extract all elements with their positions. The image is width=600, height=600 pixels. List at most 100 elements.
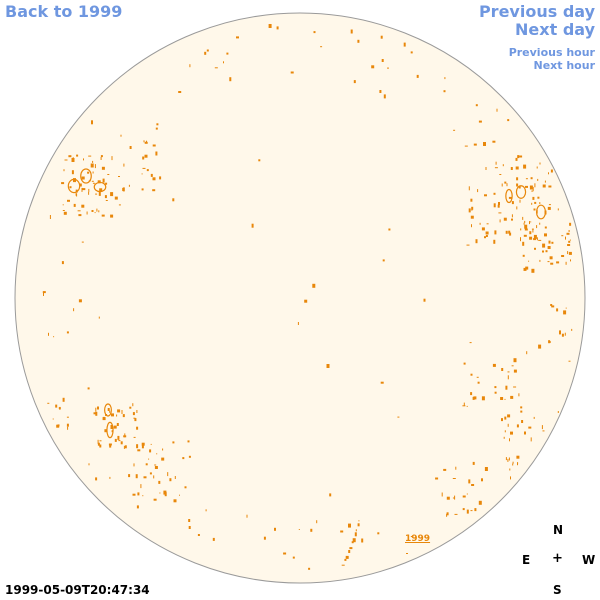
contour-mark bbox=[466, 509, 469, 514]
contour-mark bbox=[134, 418, 137, 422]
contour-mark bbox=[149, 472, 152, 475]
contour-mark bbox=[548, 185, 552, 188]
contour-mark bbox=[167, 472, 169, 477]
contour-mark bbox=[109, 410, 111, 413]
contour-mark bbox=[423, 298, 426, 302]
contour-mark bbox=[99, 440, 102, 442]
previous-day-link[interactable]: Previous day bbox=[478, 2, 595, 21]
contour-mark bbox=[388, 228, 391, 231]
contour-mark bbox=[569, 239, 571, 241]
contour-mark bbox=[212, 537, 215, 541]
contour-mark bbox=[470, 373, 473, 376]
contour-mark bbox=[510, 476, 511, 480]
contour-mark bbox=[523, 164, 527, 169]
contour-mark bbox=[550, 169, 553, 173]
contour-mark bbox=[568, 230, 570, 232]
contour-mark bbox=[539, 259, 541, 262]
contour-mark bbox=[316, 520, 318, 524]
contour-mark bbox=[536, 225, 538, 229]
contour-mark bbox=[511, 201, 514, 205]
contour-mark bbox=[172, 441, 175, 444]
contour-mark bbox=[547, 206, 551, 210]
contour-mark bbox=[481, 396, 485, 401]
contour-mark bbox=[559, 330, 561, 335]
contour-mark bbox=[150, 443, 152, 445]
contour-mark bbox=[509, 232, 512, 236]
contour-mark bbox=[516, 177, 519, 181]
contour-mark bbox=[503, 436, 505, 439]
contour-mark bbox=[522, 216, 524, 220]
contour-mark bbox=[508, 457, 510, 461]
contour-mark bbox=[537, 178, 539, 181]
contour-mark bbox=[182, 457, 185, 460]
contour-mark bbox=[501, 418, 503, 422]
contour-loop bbox=[93, 181, 107, 193]
contour-mark bbox=[116, 423, 119, 426]
contour-mark bbox=[528, 426, 532, 429]
contour-mark bbox=[550, 262, 554, 265]
contour-mark bbox=[348, 550, 351, 553]
contour-mark bbox=[154, 464, 157, 466]
contour-mark bbox=[188, 455, 191, 458]
contour-mark bbox=[522, 254, 525, 257]
back-to-year-link[interactable]: Back to 1999 bbox=[5, 2, 123, 21]
contour-mark bbox=[71, 170, 74, 175]
contour-mark bbox=[470, 510, 473, 512]
contour-mark bbox=[43, 293, 44, 296]
contour-mark bbox=[121, 410, 123, 414]
contour-mark bbox=[510, 167, 513, 170]
contour-mark bbox=[499, 219, 501, 223]
contour-mark bbox=[110, 192, 114, 197]
contour-mark bbox=[107, 408, 110, 411]
contour-mark bbox=[520, 237, 521, 242]
previous-hour-link[interactable]: Previous hour bbox=[508, 46, 595, 59]
contour-mark bbox=[550, 304, 553, 306]
contour-mark bbox=[470, 198, 473, 202]
contour-mark bbox=[99, 188, 103, 192]
contour-mark bbox=[565, 261, 567, 265]
contour-mark bbox=[507, 458, 509, 462]
contour-loop bbox=[80, 168, 92, 184]
contour-mark bbox=[229, 77, 232, 82]
contour-mark bbox=[93, 412, 97, 415]
contour-mark bbox=[534, 183, 536, 188]
contour-mark bbox=[531, 268, 535, 273]
contour-mark bbox=[276, 26, 279, 30]
contour-mark bbox=[105, 182, 108, 185]
contour-mark bbox=[67, 199, 70, 202]
contour-mark bbox=[137, 492, 140, 496]
contour-mark bbox=[223, 61, 224, 64]
contour-mark bbox=[504, 398, 506, 400]
contour-mark bbox=[529, 231, 532, 235]
contour-mark bbox=[444, 77, 446, 80]
contour-mark bbox=[509, 438, 510, 442]
contour-mark bbox=[532, 186, 534, 191]
contour-mark bbox=[88, 191, 90, 195]
contour-mark bbox=[522, 241, 525, 246]
contour-mark bbox=[452, 478, 456, 479]
contour-mark bbox=[197, 534, 200, 536]
contour-mark bbox=[468, 208, 471, 213]
contour-mark bbox=[511, 214, 513, 218]
contour-mark bbox=[81, 241, 84, 243]
contour-loop bbox=[104, 403, 112, 417]
contour-mark bbox=[536, 237, 538, 241]
contour-mark bbox=[258, 159, 261, 162]
next-hour-link[interactable]: Next hour bbox=[533, 59, 596, 72]
contour-mark bbox=[524, 220, 526, 223]
contour-mark bbox=[340, 530, 344, 533]
contour-mark bbox=[493, 203, 496, 208]
contour-mark bbox=[530, 221, 532, 223]
contour-mark bbox=[351, 541, 354, 544]
contour-mark bbox=[58, 407, 61, 410]
next-day-link[interactable]: Next day bbox=[515, 20, 595, 39]
contour-mark bbox=[132, 493, 136, 496]
contour-mark bbox=[187, 440, 190, 443]
contour-mark bbox=[466, 493, 468, 495]
year-label[interactable]: 1999 bbox=[405, 534, 431, 544]
contour-mark bbox=[354, 532, 357, 537]
contour-mark bbox=[69, 186, 72, 189]
contour-mark bbox=[481, 478, 483, 482]
contour-mark bbox=[571, 328, 573, 331]
contour-mark bbox=[349, 547, 353, 550]
